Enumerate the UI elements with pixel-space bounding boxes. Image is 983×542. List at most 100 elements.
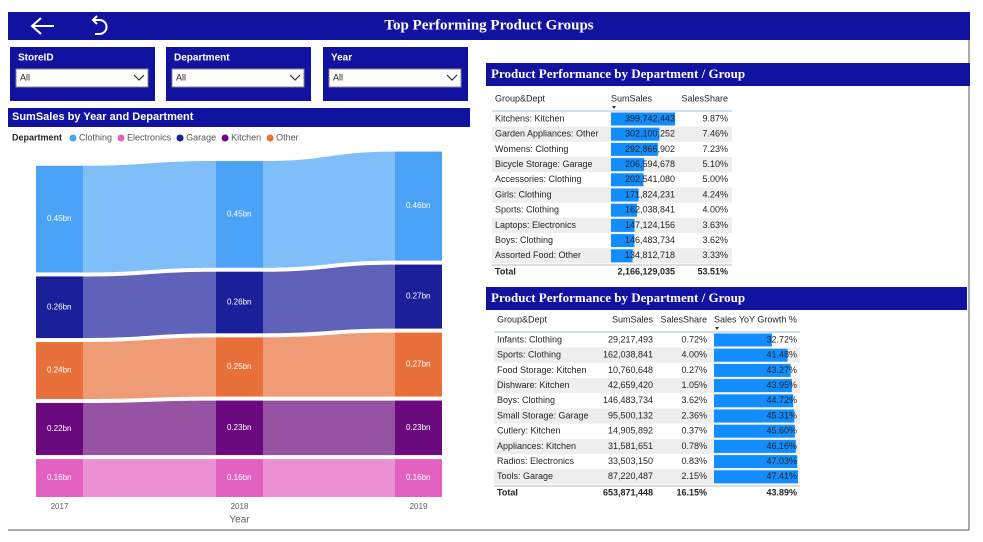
x-tick-label: 2017 xyxy=(51,502,69,511)
table-cell: 146,483,734 xyxy=(603,395,653,405)
slicer-dropdown[interactable] xyxy=(171,68,305,88)
table-cell: 146,483,734 xyxy=(625,235,675,245)
table-cell: Bicycle Storage: Garage xyxy=(495,159,593,169)
ribbon xyxy=(83,271,216,339)
table-cell: 43.95% xyxy=(766,380,797,390)
table-cell: 46.16% xyxy=(766,441,797,451)
table-cell: 4.24% xyxy=(702,189,728,199)
table-cell: 42,659,420 xyxy=(608,380,653,390)
data-bar xyxy=(611,234,635,248)
ribbon-segment xyxy=(395,264,442,329)
table-cell: Tools: Garage xyxy=(497,471,553,481)
column-header[interactable]: SumSales xyxy=(611,93,653,103)
table-cell: 292,866,902 xyxy=(625,144,675,154)
x-tick-label: 2018 xyxy=(231,502,249,511)
table-cell: 162,038,841 xyxy=(603,350,653,360)
ribbon-segment xyxy=(36,342,83,399)
ribbon xyxy=(263,400,395,456)
ribbon xyxy=(83,161,216,273)
data-label: 0.22bn xyxy=(47,424,71,433)
data-bar xyxy=(611,127,660,141)
ribbon-segment xyxy=(395,400,442,456)
table-cell: Womens: Clothing xyxy=(495,144,568,154)
table-cell: Boys: Clothing xyxy=(497,395,555,405)
table-cell: 4.00% xyxy=(681,350,707,360)
column-header[interactable]: Group&Dept xyxy=(497,314,548,324)
table-cell: Appliances: Kitchen xyxy=(497,441,576,451)
data-bar xyxy=(714,409,795,423)
table-cell: 32.72% xyxy=(766,334,797,344)
table-cell: 43.27% xyxy=(766,365,797,375)
data-bar xyxy=(611,218,635,232)
table-cell: 147,124,156 xyxy=(625,220,675,230)
table-cell: Sports: Clothing xyxy=(495,205,559,215)
total-cell: 2,166,129,035 xyxy=(617,266,675,276)
dropdown-chevron xyxy=(446,74,458,81)
ribbon-segment xyxy=(36,402,83,456)
data-bar xyxy=(714,394,794,408)
data-label: 0.27bn xyxy=(406,292,430,301)
table-cell: 47.41% xyxy=(766,471,797,481)
table-cell: 3.33% xyxy=(702,250,728,260)
table-cell: Dishware: Kitchen xyxy=(497,380,570,390)
column-header[interactable]: SalesShare xyxy=(681,93,728,103)
table-cell: 5.10% xyxy=(702,159,728,169)
data-label: 0.26bn xyxy=(227,298,251,307)
table-cell: Infants: Clothing xyxy=(497,334,562,344)
table-cell: Kitchens: Kitchen xyxy=(495,113,565,123)
ribbon-segment xyxy=(216,337,263,397)
column-header[interactable]: SumSales xyxy=(612,314,654,324)
data-bar xyxy=(611,142,658,156)
total-cell: Total xyxy=(497,487,518,497)
x-axis-label: Year xyxy=(229,515,250,526)
data-bar xyxy=(714,439,796,453)
data-bar xyxy=(714,470,798,484)
legend-marker xyxy=(117,134,125,142)
data-bar xyxy=(714,379,792,393)
ribbon-segment xyxy=(36,459,83,497)
ribbon xyxy=(263,151,395,268)
ribbon-segment xyxy=(36,276,83,339)
back-button[interactable] xyxy=(30,17,54,35)
data-label: 0.23bn xyxy=(227,423,251,432)
sort-indicator xyxy=(612,106,616,109)
column-header[interactable]: Group&Dept xyxy=(495,93,546,103)
table-cell: Accessories: Clothing xyxy=(495,174,582,184)
data-bar xyxy=(611,112,675,126)
table-cell: 45.60% xyxy=(766,426,797,436)
data-bar xyxy=(714,455,798,469)
data-label: 0.45bn xyxy=(47,214,71,223)
table-cell: 33,503,150 xyxy=(608,456,653,466)
table-cell: 399,742,443 xyxy=(625,113,675,123)
slicer-value: All xyxy=(176,72,186,82)
table-cell: 1.05% xyxy=(681,380,707,390)
dropdown-chevron xyxy=(133,74,145,81)
table-cell: 7.46% xyxy=(702,129,728,139)
slicer-dropdown[interactable] xyxy=(328,68,462,88)
data-bar xyxy=(714,363,791,377)
table-cell: Radios: Electronics xyxy=(497,456,575,466)
table-cell: 5.00% xyxy=(702,174,728,184)
x-tick-label: 2019 xyxy=(410,502,428,511)
table-cell: 206,594,678 xyxy=(625,159,675,169)
slicer-dropdown[interactable] xyxy=(15,68,149,88)
table-cell: 134,812,718 xyxy=(625,250,675,260)
undo-button[interactable] xyxy=(91,15,108,35)
table-cell: 47.03% xyxy=(766,456,797,466)
table-cell: 302,100,252 xyxy=(625,129,675,139)
data-label: 0.26bn xyxy=(47,302,71,311)
table-cell: 162,038,841 xyxy=(625,205,675,215)
column-header[interactable]: SalesShare xyxy=(660,314,707,324)
slicer-value: All xyxy=(333,72,343,82)
column-header[interactable]: Sales YoY Growth % xyxy=(714,314,797,324)
table-cell: 3.62% xyxy=(681,395,707,405)
ribbon xyxy=(263,459,395,497)
ribbon-segment xyxy=(216,271,263,334)
legend-marker xyxy=(221,134,229,142)
table-title: Product Performance by Department / Grou… xyxy=(491,290,745,305)
ribbon-segment xyxy=(395,332,442,397)
table-cell: Food Storage: Kitchen xyxy=(497,365,587,375)
table-title-bar xyxy=(486,63,970,86)
data-bar xyxy=(714,348,788,362)
